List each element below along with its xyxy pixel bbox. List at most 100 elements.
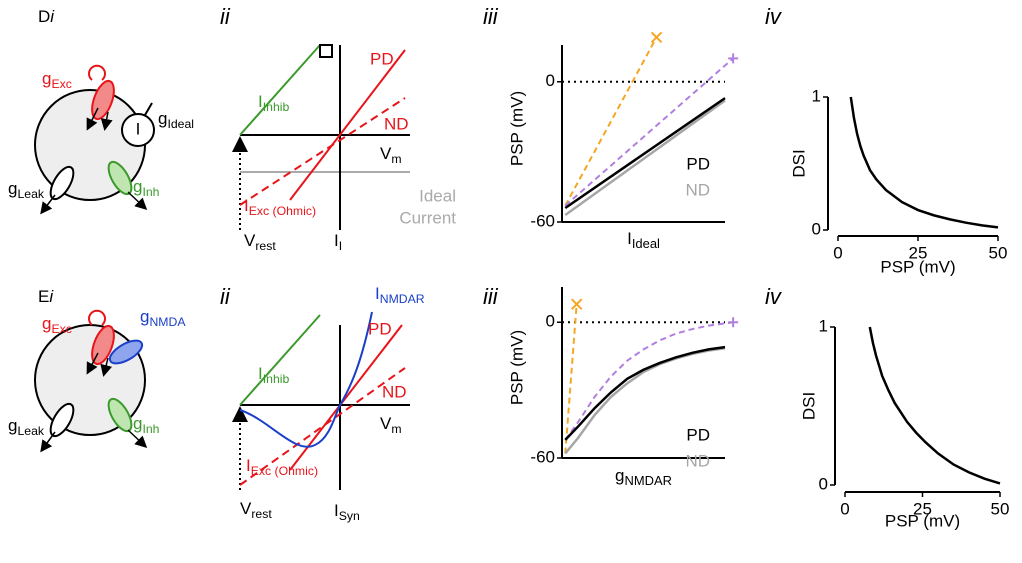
label: gInh <box>133 414 160 436</box>
label-main: V <box>380 414 392 433</box>
label: Ideal <box>419 186 456 205</box>
label-sub: Inh <box>142 422 159 436</box>
end-marker <box>728 53 738 63</box>
end-marker <box>572 299 582 309</box>
label-sub: rest <box>255 239 276 253</box>
label-sub: Exc (Ohmic) <box>249 204 316 218</box>
label-sub: m <box>391 422 401 436</box>
label-main: g <box>158 109 167 128</box>
label-main: g <box>8 416 17 435</box>
label: PD <box>368 319 392 338</box>
label: II <box>334 231 342 253</box>
label-main: V <box>240 499 252 518</box>
label-sub: Exc <box>51 77 71 91</box>
label-sub: Inhib <box>263 100 290 114</box>
panel-label: Di <box>38 7 55 26</box>
label: Current <box>399 208 456 227</box>
label: Vrest <box>244 231 276 253</box>
panel-label: iii <box>483 4 499 29</box>
series-line <box>565 37 656 205</box>
label-sub: NMDAR <box>380 292 425 306</box>
label: Vm <box>380 144 402 166</box>
figure: DiiiiiiivEiiiiiiivgExcIgIdealgLeakgInhII… <box>0 0 1022 563</box>
label-main: g <box>8 179 17 198</box>
label-main: V <box>380 144 392 163</box>
label: ND <box>384 114 409 133</box>
label-sub: m <box>391 152 401 166</box>
series-line <box>870 327 1000 483</box>
panel-roman: i <box>49 287 54 306</box>
label-sub: Exc (Ohmic) <box>251 464 318 478</box>
panel-label: iv <box>765 284 783 309</box>
label-sub: Ideal <box>632 236 660 251</box>
panel-label: iii <box>483 284 499 309</box>
label-sub: NMDAR <box>624 473 672 488</box>
end-marker <box>652 32 662 42</box>
panel-label: Ei <box>38 287 54 306</box>
label: I <box>136 119 141 138</box>
y-tick-label: -60 <box>530 211 555 230</box>
label: gLeak <box>8 416 45 438</box>
label: IExc (Ohmic) <box>244 196 316 218</box>
y-tick-label: 0 <box>819 474 828 493</box>
label: gLeak <box>8 179 45 201</box>
y-tick-label: 1 <box>812 86 821 105</box>
panel-label: ii <box>220 4 231 29</box>
x-tick-label: 50 <box>989 243 1008 262</box>
label: gExc <box>42 69 72 91</box>
label-main: g <box>140 307 149 326</box>
panel-label: iv <box>765 4 783 29</box>
panel-roman: i <box>50 7 55 26</box>
label: INMDAR <box>375 284 425 306</box>
y-tick-label: 0 <box>812 219 821 238</box>
x-tick-label: 50 <box>991 499 1010 518</box>
label: PSP (mV) <box>885 511 960 530</box>
label: DSI <box>799 392 818 420</box>
label: PSP (mV) <box>507 91 526 166</box>
label-sub: NMDA <box>149 315 186 329</box>
label-sub: Leak <box>17 187 44 201</box>
label: gExc <box>42 314 72 336</box>
x-tick-label: 0 <box>833 243 842 262</box>
y-tick-label: -60 <box>530 447 555 466</box>
label: IIdeal <box>627 229 660 251</box>
y-tick-label: 0 <box>546 312 555 331</box>
label-sub: Syn <box>339 509 360 523</box>
iv-diagram <box>240 45 410 230</box>
label-main: g <box>133 177 142 196</box>
label-main: V <box>244 231 256 250</box>
series-line <box>851 97 998 227</box>
label: PSP (mV) <box>507 330 526 405</box>
label: ND <box>382 382 407 401</box>
legend-label: ND <box>685 451 710 470</box>
label-sub: Leak <box>17 424 44 438</box>
label: PD <box>370 49 394 68</box>
label: gNMDAR <box>615 466 672 488</box>
label-sub: I <box>339 239 342 253</box>
label: Vm <box>380 414 402 436</box>
label: Vrest <box>240 499 272 521</box>
y-tick-label: 1 <box>819 316 828 335</box>
label: DSI <box>789 149 808 177</box>
legend-label: PD <box>686 425 710 444</box>
label-main: g <box>42 69 51 88</box>
y-tick-label: 0 <box>546 71 555 90</box>
label-main: g <box>42 314 51 333</box>
label: ISyn <box>334 501 360 523</box>
label-sub: Exc <box>51 322 71 336</box>
label-sub: Inh <box>142 185 159 199</box>
label-sub: Ideal <box>167 117 194 131</box>
label-sub: Inhib <box>263 372 290 386</box>
label-main: g <box>133 414 142 433</box>
legend-label: PD <box>686 154 710 173</box>
label: gIdeal <box>158 109 194 131</box>
panel-letter: D <box>38 7 50 26</box>
end-marker <box>728 317 738 327</box>
label: IExc (Ohmic) <box>246 456 318 478</box>
label: gInh <box>133 177 160 199</box>
legend-label: ND <box>685 180 710 199</box>
x-tick-label: 0 <box>840 499 849 518</box>
label: gNMDA <box>140 307 186 329</box>
label-sub: rest <box>251 507 272 521</box>
label: PSP (mV) <box>880 257 955 276</box>
